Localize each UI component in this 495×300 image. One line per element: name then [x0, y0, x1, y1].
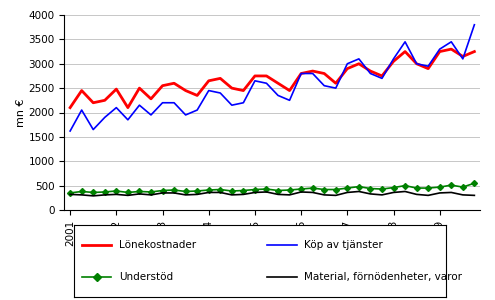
Text: Material, förnödenheter, varor: Material, förnödenheter, varor — [304, 272, 462, 282]
Text: Köp av tjänster: Köp av tjänster — [304, 240, 383, 250]
Text: Lönekostnader: Lönekostnader — [119, 240, 196, 250]
Y-axis label: mn €: mn € — [16, 98, 26, 127]
Text: Understöd: Understöd — [119, 272, 173, 282]
